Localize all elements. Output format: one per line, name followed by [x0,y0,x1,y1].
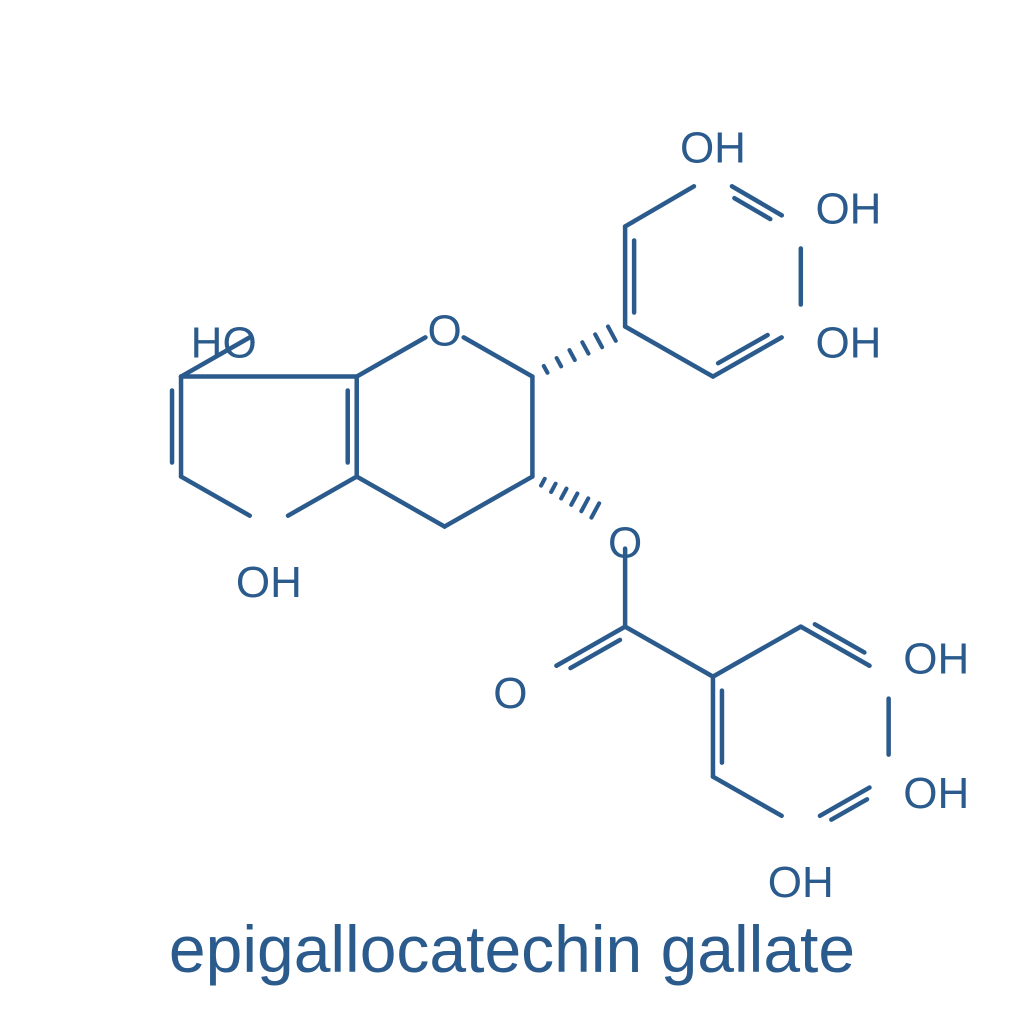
atom-label: OH [680,123,746,172]
compound-caption: epigallocatechin gallate [169,912,855,986]
atom-label: O [493,669,527,718]
molecule-svg: HO OH O OH OH OH O O OH OH OH epigallocatechin gall… [0,0,1024,1020]
atom-label: HO [191,319,257,368]
atom-label: OH [815,184,881,233]
atom-label: O [427,306,461,355]
atom-label: OH [815,319,881,368]
atom-label: OH [236,558,302,607]
atom-label: OH [903,769,969,818]
atom-label: OH [903,635,969,684]
atom-label: OH [768,858,834,907]
chemical-structure-figure: HO OH O OH OH OH O O OH OH OH epigallocatechin gall… [0,0,1024,1020]
atom-label: O [608,519,642,568]
